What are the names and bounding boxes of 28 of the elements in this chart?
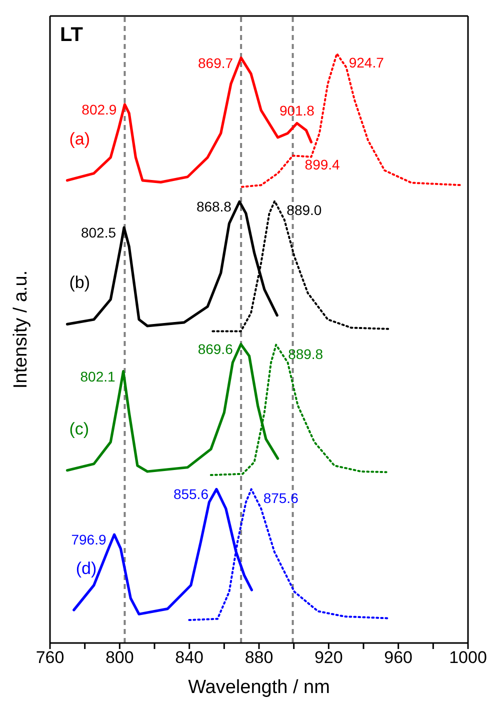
series-label: (d)	[76, 559, 97, 578]
annotation: 802.9	[82, 101, 117, 118]
x-tick-label: 800	[105, 648, 134, 668]
annotation: 924.7	[348, 54, 384, 71]
x-tick-label: 760	[36, 648, 64, 668]
annotation: 869.7	[198, 54, 234, 71]
annotation: 889.8	[288, 346, 324, 362]
annotation: 802.5	[80, 224, 116, 241]
series-label: (b)	[69, 273, 90, 292]
annotation: 802.1	[80, 368, 116, 384]
x-axis-title: Wavelength / nm	[188, 677, 330, 698]
annotation: 868.8	[196, 198, 232, 215]
x-tick-label: 840	[175, 648, 204, 668]
x-tick-label: 1000	[449, 648, 487, 668]
annotation: 899.4	[304, 156, 340, 173]
annotation: 855.6	[173, 486, 209, 502]
annotation: 901.8	[279, 102, 315, 118]
series-label: (a)	[69, 129, 90, 148]
x-tick-label: 920	[314, 648, 343, 668]
annotation: 889.0	[286, 202, 322, 218]
chart-title: LT	[60, 24, 83, 47]
annotation: 796.9	[71, 532, 106, 548]
annotation: 869.6	[198, 341, 234, 358]
y-axis-title: Intensity / a.u.	[10, 270, 32, 389]
series-label: (c)	[69, 419, 90, 438]
annotation: 875.6	[263, 490, 299, 506]
x-tick-label: 960	[384, 648, 413, 668]
x-tick-label: 880	[244, 648, 274, 668]
